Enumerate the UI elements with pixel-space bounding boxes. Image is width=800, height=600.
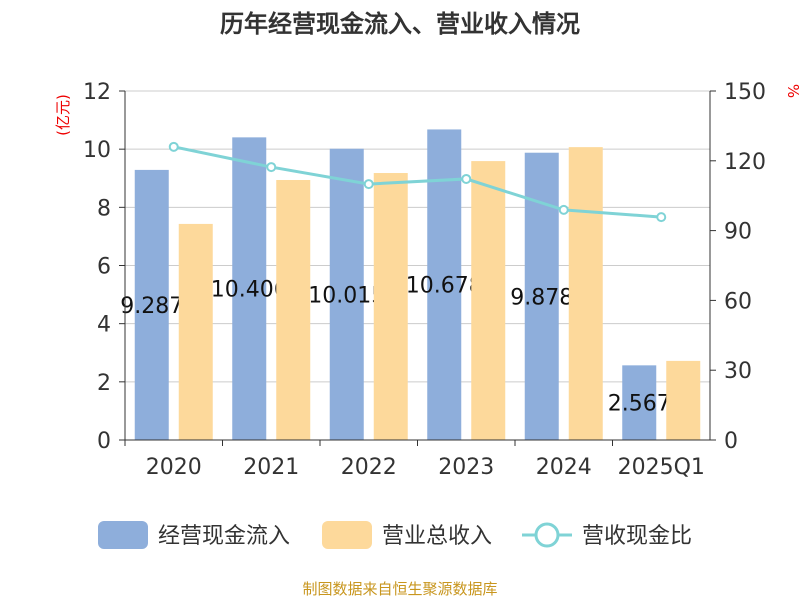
y-tick-label: 0 xyxy=(97,429,111,454)
y-tick-label: 8 xyxy=(97,196,111,221)
y-axis-label: (亿元) xyxy=(54,94,72,136)
bar-data-label: 10.678 xyxy=(406,274,483,299)
legend-label: 营业总收入 xyxy=(382,524,492,549)
source-note: 制图数据来自恒生聚源数据库 xyxy=(302,580,497,598)
ratio-point xyxy=(558,204,569,215)
bar-revenue xyxy=(666,360,701,440)
y-tick-label: 2 xyxy=(97,371,111,396)
ratio-point xyxy=(656,212,667,223)
bar-revenue xyxy=(276,179,311,440)
ratio-point xyxy=(266,162,277,173)
x-tick-label: 2020 xyxy=(146,455,202,480)
legend-swatch-ratio-marker xyxy=(534,522,560,548)
x-tick-label: 2024 xyxy=(536,455,592,480)
bar-data-label: 2.567 xyxy=(608,392,671,417)
y2-tick-label: 0 xyxy=(724,429,738,454)
x-tick-label: 2025Q1 xyxy=(618,455,705,480)
ratio-point xyxy=(461,173,472,184)
bar-revenue xyxy=(373,173,408,440)
bar-cash-inflow xyxy=(232,137,267,440)
y-tick-label: 10 xyxy=(83,138,111,163)
y-tick-label: 12 xyxy=(83,80,111,105)
bar-data-label: 9.287 xyxy=(120,294,183,319)
bar-cash-inflow xyxy=(622,365,657,440)
legend-label: 经营现金流入 xyxy=(158,524,290,549)
y2-tick-label: 90 xyxy=(724,220,752,245)
ratio-point xyxy=(363,179,374,190)
bar-data-label: 10.406 xyxy=(211,278,288,303)
y2-tick-label: 30 xyxy=(724,359,752,384)
legend-swatch-cash-inflow xyxy=(98,521,148,549)
legend-swatch-revenue xyxy=(322,521,372,549)
y-tick-label: 6 xyxy=(97,255,111,280)
x-tick-label: 2022 xyxy=(341,455,397,480)
y-tick-label: 4 xyxy=(97,313,111,338)
y2-tick-label: 60 xyxy=(724,289,752,314)
x-tick-label: 2021 xyxy=(243,455,299,480)
y2-tick-label: 150 xyxy=(724,80,766,105)
ratio-point xyxy=(168,141,179,152)
ratio-line xyxy=(173,145,662,219)
chart-title: 历年经营现金流入、营业收入情况 xyxy=(220,10,580,38)
bar-cash-inflow xyxy=(329,148,364,441)
bar-revenue xyxy=(471,161,506,441)
bar-data-label: 10.015 xyxy=(308,283,385,308)
bar-data-label: 9.878 xyxy=(510,285,573,310)
bar-revenue xyxy=(568,147,603,440)
y2-axis-label: % xyxy=(784,84,800,98)
bar-revenue xyxy=(178,223,213,440)
legend-label: 营收现金比 xyxy=(582,524,692,549)
x-tick-label: 2023 xyxy=(438,455,494,480)
bar-cash-inflow xyxy=(134,169,169,440)
y2-tick-label: 120 xyxy=(724,150,766,175)
